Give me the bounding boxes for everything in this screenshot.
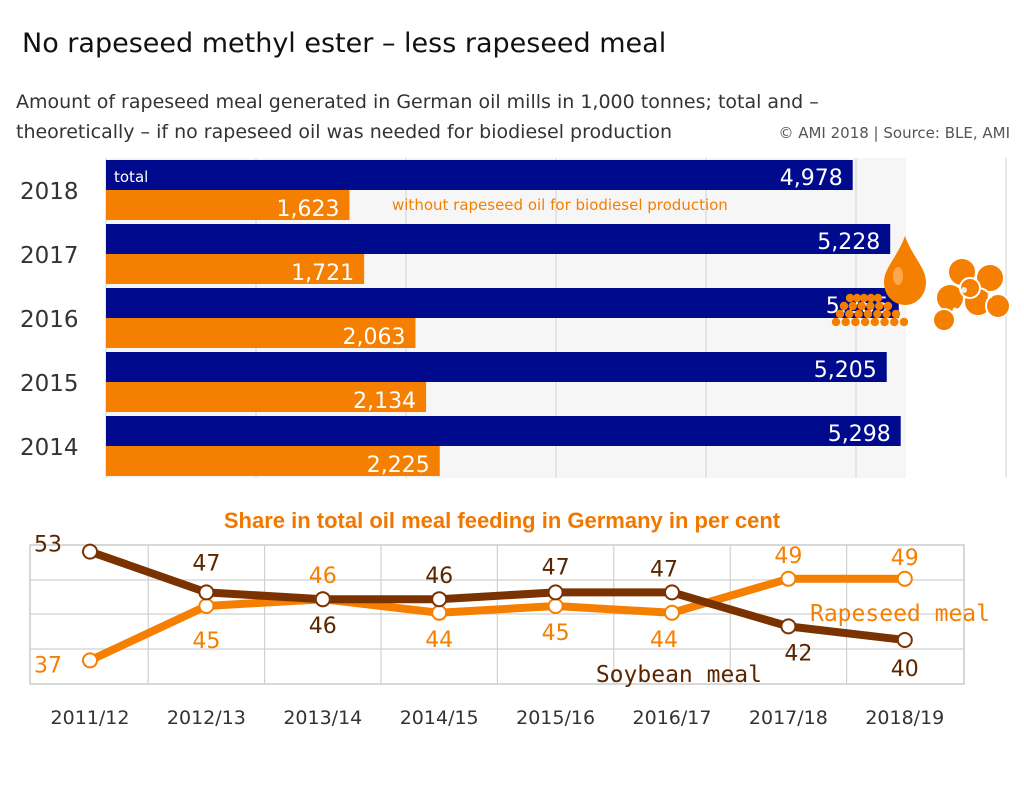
soybean-meal-data-label: 46 (425, 564, 453, 589)
line-x-tick-label: 2016/17 (633, 707, 712, 729)
rapeseed-illustration-icon (831, 236, 1011, 332)
soybean-meal-data-label: 53 (34, 533, 62, 558)
line-x-tick-label: 2018/19 (865, 707, 944, 729)
bar-without-value-label: 2,134 (353, 389, 416, 414)
bar-without-value-label: 1,721 (291, 261, 354, 286)
bar-total-value-label: 5,205 (814, 358, 877, 383)
bar-without (106, 190, 350, 220)
soybean-meal-line (86, 547, 909, 644)
legend-total-label: total (114, 168, 148, 186)
line-x-tick-label: 2015/16 (516, 707, 595, 729)
soybean-meal-data-label: 47 (650, 557, 678, 582)
bar-without (106, 318, 416, 348)
bar-category-label: 2018 (20, 179, 79, 205)
soybean-meal-data-label: 47 (542, 555, 570, 580)
bar-category-label: 2015 (20, 371, 79, 397)
rapeseed-meal-legend-label: Rapeseed meal (810, 601, 990, 627)
bar-total (106, 288, 899, 318)
rapeseed-meal-point (896, 570, 913, 587)
rapeseed-meal-data-label: 44 (650, 628, 678, 653)
bar-category-label: 2016 (20, 307, 79, 333)
bar-without-value-label: 1,623 (276, 197, 339, 222)
rapeseed-meal-data-label: 49 (774, 544, 802, 569)
soybean-meal-data-label: 42 (784, 641, 812, 666)
chart-subtitle-line2: theoretically – if no rapeseed oil was n… (16, 121, 673, 143)
soybean-meal-point (780, 618, 797, 635)
line-x-tick-label: 2017/18 (749, 707, 828, 729)
bar-category-label: 2017 (20, 243, 79, 269)
bar-without-value-label: 2,225 (367, 453, 430, 478)
soybean-meal-point (896, 632, 913, 648)
source-credit: © AMI 2018 | Source: BLE, AMI (778, 124, 1010, 142)
line-x-tick-label: 2014/15 (400, 707, 479, 729)
line-chart-title: Share in total oil meal feeding in Germa… (223, 508, 781, 533)
bar-without (106, 382, 427, 412)
rapeseed-meal-data-label: 46 (309, 564, 337, 589)
rapeseed-meal-data-label: 45 (542, 621, 570, 646)
soybean-meal-point (314, 591, 331, 608)
rapeseed-meal-point (547, 598, 564, 614)
soybean-meal-data-label: 46 (309, 614, 337, 639)
rapeseed-meal-point (780, 570, 797, 587)
rapeseed-meal-point (198, 598, 215, 614)
rapeseed-meal-point (431, 604, 448, 621)
bar-total (106, 224, 891, 254)
legend-without-label: without rapeseed oil for biodiesel produ… (392, 196, 728, 214)
soybean-meal-data-label: 40 (891, 657, 919, 682)
soybean-meal-legend-label: Soybean meal (596, 662, 762, 688)
bar-total-value-label: 4,978 (780, 166, 843, 191)
rapeseed-meal-point (82, 652, 98, 669)
soybean-meal-point (664, 584, 680, 601)
line-x-tick-label: 2013/14 (283, 707, 362, 729)
soybean-meal-point (547, 584, 564, 601)
rapeseed-meal-point (664, 604, 680, 621)
bar-total (106, 416, 901, 446)
bar-without (106, 446, 440, 476)
soybean-meal-point (82, 543, 98, 560)
bar-total-value-label: 5,298 (828, 422, 891, 447)
bar-category-label: 2014 (20, 435, 79, 461)
rapeseed-meal-data-label: 49 (891, 546, 919, 571)
bar-total (106, 160, 853, 190)
rapeseed-meal-data-label: 44 (425, 628, 453, 653)
rapeseed-meal-data-label: 37 (34, 653, 62, 678)
line-x-tick-label: 2012/13 (167, 707, 246, 729)
chart-title: No rapeseed methyl ester – less rapeseed… (22, 28, 667, 59)
soybean-meal-point (431, 591, 448, 608)
soybean-meal-data-label: 47 (192, 551, 220, 576)
line-x-tick-label: 2011/12 (51, 707, 130, 729)
rapeseed-meal-line (86, 574, 909, 665)
bar-without-value-label: 2,063 (342, 325, 405, 350)
bar-total-value-label: 5,228 (817, 230, 880, 255)
bar-without (106, 254, 365, 284)
chart-subtitle-line1: Amount of rapeseed meal generated in Ger… (16, 91, 819, 113)
rapeseed-meal-data-label: 45 (192, 629, 220, 654)
soybean-meal-point (198, 584, 215, 601)
bar-total (106, 352, 887, 382)
